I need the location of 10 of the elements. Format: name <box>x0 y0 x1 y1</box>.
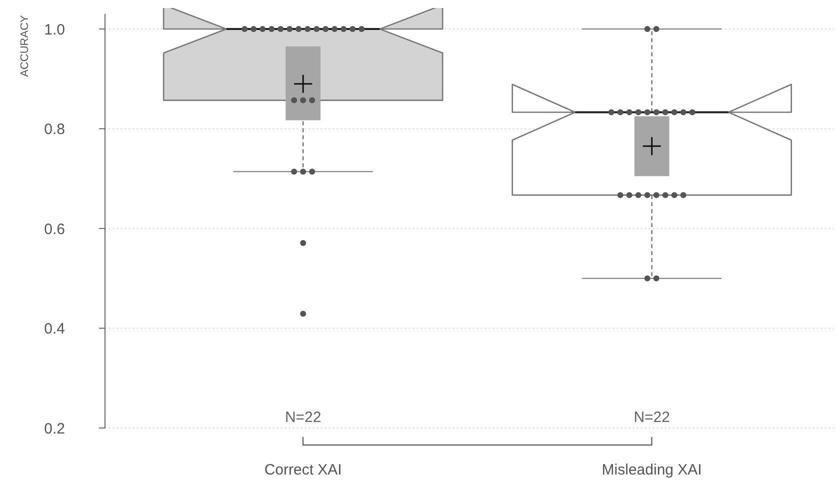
y-tick-label: 1.0 <box>44 21 65 38</box>
annotation: N=22 <box>284 409 322 426</box>
y-tick-label: 0.4 <box>44 320 65 338</box>
y-tick-label: 0.2 <box>44 420 65 438</box>
y-tick-label: 0.6 <box>44 220 65 238</box>
x-tick-label: Correct XAI <box>264 462 342 479</box>
y-axis-title: ACCURACY <box>19 14 31 77</box>
x-tick-label: Misleading XAI <box>602 462 702 479</box>
y-tick-label: 0.8 <box>44 121 65 138</box>
annotation: N=22 <box>634 409 670 426</box>
